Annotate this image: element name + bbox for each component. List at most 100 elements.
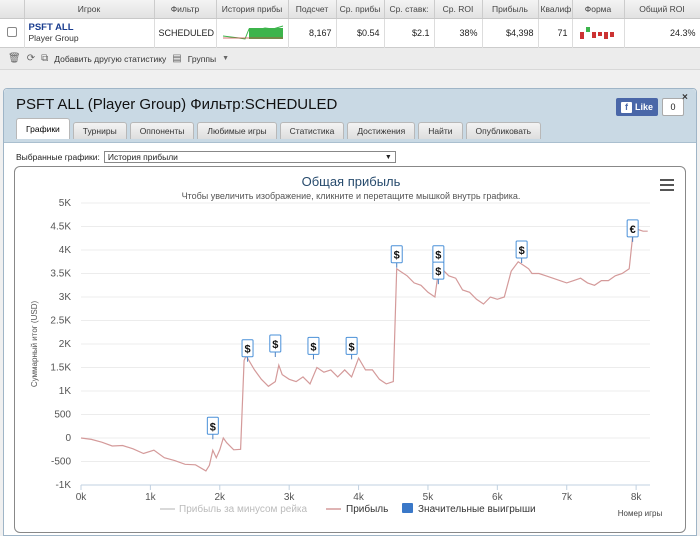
big-win-symbol: $ — [310, 341, 316, 353]
external-link-icon: ⧉ — [41, 53, 49, 64]
count-cell: 8,167 — [288, 18, 337, 48]
graph-selector-row: Выбранные графики: История прибыли ▼ — [16, 151, 396, 163]
avg-stake-cell: $2.1 — [384, 18, 435, 48]
close-icon[interactable]: × — [682, 92, 688, 103]
tab-achievements[interactable]: Достижения — [347, 122, 416, 139]
panel-header: PSFT ALL (Player Group) Фильтр:SCHEDULED… — [4, 89, 696, 143]
x-tick-label: 8k — [631, 492, 643, 503]
header-filter[interactable]: Фильтр — [154, 0, 217, 19]
tab-opponents[interactable]: Оппоненты — [129, 122, 195, 139]
header-qualif[interactable]: Квалиф — [538, 0, 573, 19]
header-form[interactable]: Форма — [572, 0, 625, 19]
tab-publish[interactable]: Опубликовать — [465, 122, 542, 139]
big-win-symbol: $ — [244, 344, 250, 356]
y-tick-label: 500 — [54, 410, 71, 421]
big-win-flag — [206, 416, 219, 435]
chart-svg[interactable]: Общая прибыль Чтобы увеличить изображение… — [15, 167, 687, 534]
form-chart — [572, 18, 625, 48]
x-tick-label: 0k — [76, 492, 88, 503]
like-button[interactable]: f Like — [616, 98, 659, 116]
big-win-symbol: $ — [272, 339, 278, 351]
filter-cell: SCHEDULED — [154, 18, 217, 48]
big-win-symbol: $ — [394, 250, 400, 262]
tab-charts[interactable]: Графики — [16, 118, 70, 139]
legend-rake-label: Прибыль за минусом рейка — [179, 503, 308, 515]
trash-icon[interactable]: 🗑 — [8, 53, 21, 64]
stats-table: Игрок Фильтр История прибы Подсчет Ср. п… — [0, 0, 700, 48]
graph-select-label: Выбранные графики: — [16, 152, 100, 162]
groups-icon: ▤ — [172, 53, 182, 64]
add-stat-button[interactable]: Добавить другую статистику — [54, 53, 167, 64]
groups-dropdown[interactable]: Группы — [187, 53, 217, 64]
big-win-symbol: $ — [435, 266, 441, 278]
header-total-roi[interactable]: Общий ROI — [624, 0, 700, 19]
big-win-symbol: € — [630, 224, 636, 236]
big-win-flag — [269, 334, 282, 353]
header-profit[interactable]: Прибыль — [482, 0, 539, 19]
big-win-flag — [307, 336, 320, 355]
x-tick-label: 3k — [284, 492, 296, 503]
stats-toolbar: 🗑 ⟳ ⧉ Добавить другую статистику ▤ Групп… — [0, 48, 700, 70]
big-win-flag — [626, 219, 639, 238]
chevron-down-icon[interactable]: ▼ — [222, 55, 229, 62]
y-tick-label: -1K — [55, 480, 71, 491]
y-tick-label: 4.5K — [50, 222, 71, 233]
x-tick-label: 5k — [423, 492, 435, 503]
qualif-cell: 71 — [538, 18, 573, 48]
big-win-flag — [345, 336, 358, 355]
big-win-flag — [241, 339, 254, 358]
total-roi-cell: 24.3% — [624, 18, 700, 48]
y-tick-label: -500 — [51, 457, 71, 468]
header-avg-roi[interactable]: Ср. ROI — [434, 0, 483, 19]
profit-cell: $4,398 — [482, 18, 539, 48]
y-tick-label: 2K — [59, 339, 72, 350]
x-tick-label: 4k — [353, 492, 365, 503]
row-checkbox[interactable] — [6, 27, 17, 38]
player-name-link[interactable]: PSFT ALL — [28, 22, 74, 34]
y-tick-label: 1K — [59, 386, 72, 397]
facebook-like[interactable]: f Like 0 — [616, 98, 685, 116]
chevron-down-icon: ▼ — [384, 153, 392, 161]
header-avg-profit[interactable]: Ср. прибы — [336, 0, 385, 19]
y-tick-label: 3.5K — [50, 269, 71, 280]
y-tick-label: 0 — [65, 433, 71, 444]
big-win-symbol: $ — [519, 245, 525, 257]
big-win-symbol: $ — [349, 341, 355, 353]
x-tick-label: 2k — [214, 492, 226, 503]
x-tick-label: 1k — [145, 492, 157, 503]
header-player[interactable]: Игрок — [24, 0, 155, 19]
avg-profit-cell: $0.54 — [336, 18, 385, 48]
player-panel: PSFT ALL (Player Group) Фильтр:SCHEDULED… — [3, 88, 697, 536]
x-tick-label: 6k — [492, 492, 504, 503]
x-axis-label: Номер игры — [618, 509, 663, 518]
header-avg-stake[interactable]: Ср. ставк: — [384, 0, 435, 19]
legend-profit-label: Прибыль — [346, 503, 388, 515]
header-select — [0, 0, 25, 19]
panel-title: PSFT ALL (Player Group) Фильтр:SCHEDULED — [16, 96, 338, 113]
tab-search[interactable]: Найти — [418, 122, 463, 139]
y-tick-label: 3K — [59, 292, 72, 303]
y-tick-label: 2.5K — [50, 316, 71, 327]
big-win-flag — [515, 240, 528, 259]
big-win-flag — [390, 245, 403, 264]
tab-favorite-games[interactable]: Любимые игры — [197, 122, 277, 139]
player-group: Player Group — [28, 33, 79, 44]
refresh-icon[interactable]: ⟳ — [26, 53, 36, 64]
chart-subtitle: Чтобы увеличить изображение, кликните и … — [182, 191, 521, 201]
table-row[interactable]: PSFT ALL Player Group SCHEDULED 8,167 $0… — [0, 18, 700, 48]
chart-title: Общая прибыль — [302, 174, 401, 189]
tab-tournaments[interactable]: Турниры — [72, 122, 127, 139]
profit-chart[interactable]: Общая прибыль Чтобы увеличить изображение… — [14, 166, 686, 533]
avg-roi-cell: 38% — [434, 18, 483, 48]
header-count[interactable]: Подсчет — [288, 0, 337, 19]
y-tick-label: 5K — [59, 198, 72, 209]
panel-tabs: Графики Турниры Оппоненты Любимые игры С… — [16, 118, 542, 139]
header-profit-history[interactable]: История прибы — [216, 0, 289, 19]
graph-select-value: История прибыли — [107, 152, 178, 162]
tab-statistics[interactable]: Статистика — [279, 122, 345, 139]
x-tick-label: 7k — [561, 492, 573, 503]
graph-select[interactable]: История прибыли ▼ — [103, 151, 396, 163]
y-tick-label: 4K — [59, 245, 72, 256]
chart-menu-icon[interactable] — [660, 179, 674, 191]
y-axis-label: Суммарный итог (USD) — [30, 301, 39, 388]
